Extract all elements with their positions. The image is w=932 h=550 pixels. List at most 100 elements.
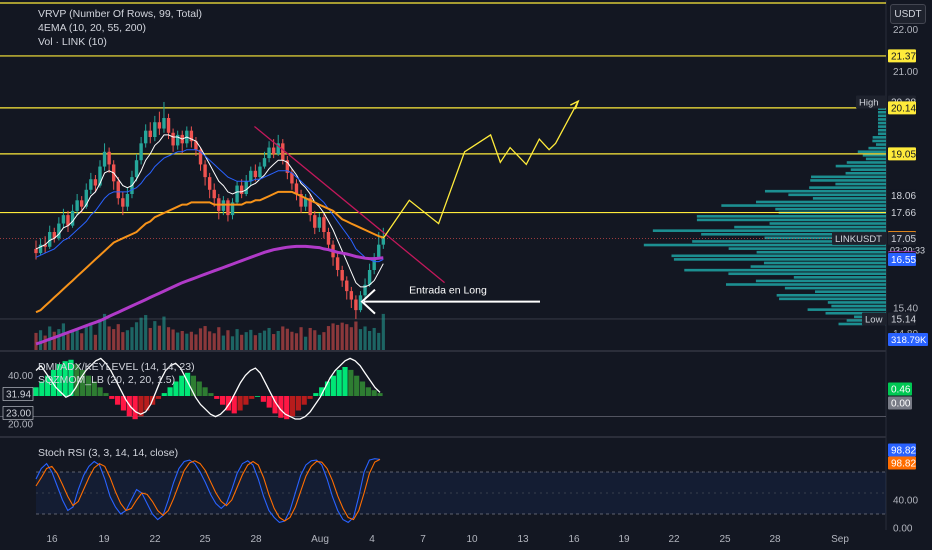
volume-bar <box>80 333 84 350</box>
horizontal-levels <box>0 2 886 320</box>
volume-bar <box>299 327 303 350</box>
momentum-bar <box>167 387 173 396</box>
ema-line <box>35 134 384 288</box>
ema-line <box>35 244 384 346</box>
entry-annotation: Entrada en Long <box>409 285 487 297</box>
momentum-bar <box>208 393 214 396</box>
legend-vrvp[interactable]: VRVP (Number Of Rows, 99, Total) <box>38 8 202 20</box>
volume-bar <box>308 327 312 350</box>
volume-profile-row <box>846 161 886 164</box>
candle-body <box>303 198 308 207</box>
price-label-bg <box>888 206 916 220</box>
price-tick: 21.00 <box>893 67 918 78</box>
volume-profile-row <box>875 143 886 146</box>
legend-stoch-rsi[interactable]: Stoch RSI (3, 3, 14, 14, close) <box>38 447 179 459</box>
time-axis: 16 19 22 25 28 Aug 4 7 10 13 16 19 22 25 28 Sep <box>46 534 849 545</box>
candle-body <box>285 160 290 173</box>
momentum-bar <box>336 369 342 396</box>
drawings: Entrada en Long <box>254 99 580 315</box>
candle-body <box>43 244 47 247</box>
momentum-bar <box>243 396 249 405</box>
volume-bar <box>38 330 43 350</box>
volume-profile-row <box>728 272 886 276</box>
candle-body <box>143 130 148 144</box>
candle-body <box>290 172 294 184</box>
volume-bar <box>331 323 335 350</box>
volume-profile-row <box>878 132 886 136</box>
candle-body <box>294 183 299 194</box>
candle-body <box>38 244 43 254</box>
momentum-bar <box>307 396 313 399</box>
currency-button[interactable]: USDT <box>890 4 926 24</box>
legend-ema[interactable]: 4EMA (10, 20, 55, 200) <box>38 22 146 34</box>
volume-profile-row <box>845 171 886 175</box>
price-axis: 22.0021.0015.4014.8021.3720.28High20.141… <box>832 25 928 535</box>
candle-body <box>226 200 230 216</box>
price-tag: Low <box>865 314 883 325</box>
volume-profile-row <box>701 232 886 236</box>
candle-body <box>89 179 93 190</box>
volume-bar <box>180 331 184 350</box>
momentum-bar <box>342 367 348 396</box>
projection-arrowhead <box>570 99 580 110</box>
volume-bar <box>43 335 47 350</box>
candle-body <box>34 248 38 254</box>
stoch-line <box>35 458 381 522</box>
volume-bar <box>157 325 161 350</box>
volume-bar <box>116 324 120 350</box>
volume-profile-row <box>779 297 886 301</box>
volume-bar <box>249 329 253 350</box>
volume-bar <box>212 333 216 350</box>
volume-profile-row <box>814 290 886 293</box>
candle-body <box>166 118 171 133</box>
momentum-bar <box>120 396 127 411</box>
trendline <box>254 125 445 284</box>
candle-body <box>363 284 367 296</box>
price-label-bg <box>888 101 916 115</box>
price-tag: LINKUSDT <box>835 234 882 245</box>
candle-body <box>372 257 376 270</box>
volume-profile-row <box>755 279 886 283</box>
price-label: 21.37 <box>891 51 916 62</box>
legend-volume[interactable]: Vol · LINK (10) <box>38 36 107 48</box>
momentum-bar <box>138 396 144 417</box>
legend-sqzmom[interactable]: SQZMOM_LB (20, 2, 20, 1.5) <box>38 374 176 386</box>
price-tick: 22.00 <box>893 25 918 36</box>
volume-bar <box>290 331 294 350</box>
volume-profile-row <box>831 304 886 308</box>
candle-body <box>377 244 381 258</box>
candle-body <box>235 185 239 203</box>
volume-bar <box>130 327 134 350</box>
volume-profile-row <box>784 286 886 290</box>
momentum-bar <box>330 375 336 396</box>
candle-body <box>258 166 262 178</box>
momentum-bar <box>62 361 68 396</box>
volume-bar <box>203 326 207 350</box>
momentum-bar <box>126 396 132 417</box>
volume-bar <box>345 324 349 350</box>
candle-body <box>203 164 207 178</box>
volume-bar <box>125 330 129 350</box>
volume-bar <box>317 334 321 350</box>
time-tick: Sep <box>831 534 849 545</box>
time-tick: 28 <box>250 534 262 545</box>
momentum-bar <box>231 396 237 414</box>
volume-bar <box>189 331 193 350</box>
legend-dmi[interactable]: DMI/ADX/KEYLEVEL (14, 14, 23) <box>38 361 195 373</box>
momentum-bar <box>74 364 80 396</box>
osc-left-label-bg <box>2 387 34 401</box>
momentum-bar <box>254 396 261 397</box>
momentum-bar <box>319 387 325 396</box>
momentum-bar <box>301 396 307 405</box>
momentum-bar <box>365 387 371 396</box>
momentum-bar <box>225 396 232 411</box>
momentum-bar <box>214 396 220 399</box>
osc-tick: 20.00 <box>8 419 33 430</box>
volume-profile-row <box>825 311 886 315</box>
volume-bar <box>89 322 93 350</box>
candle-body <box>171 132 175 146</box>
volume-bar <box>75 327 79 350</box>
momentum-bar <box>354 375 360 396</box>
candle-body <box>70 210 75 226</box>
